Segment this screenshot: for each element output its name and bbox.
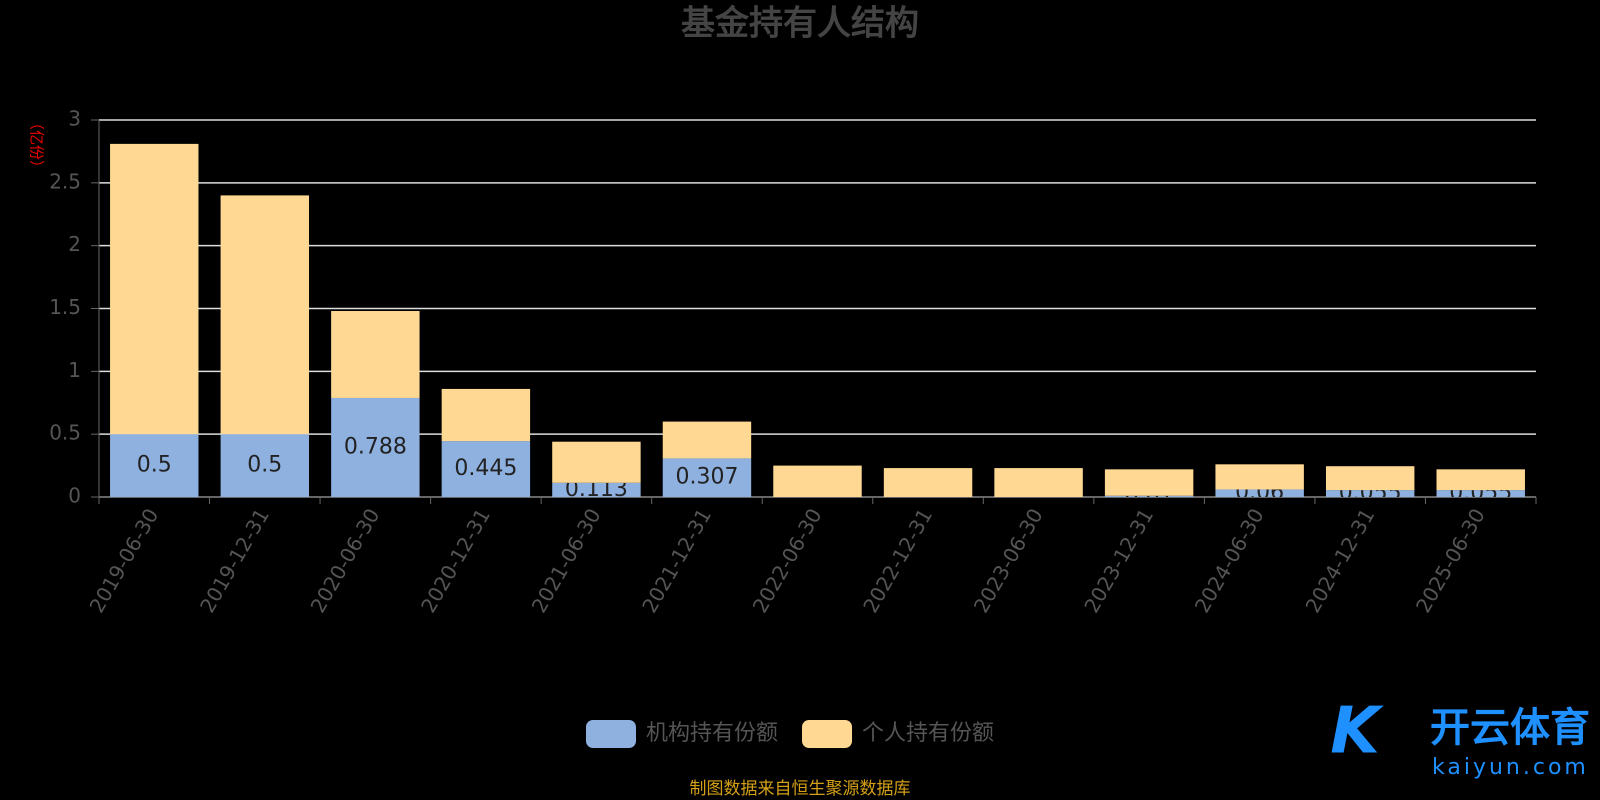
data-label: 0.5 xyxy=(247,453,282,478)
watermark-logo: K xyxy=(1330,695,1384,769)
bar-segment xyxy=(1215,464,1304,490)
bar-segment xyxy=(441,441,531,497)
bar-segment xyxy=(220,195,310,435)
y-tick-label: 2 xyxy=(68,232,81,256)
y-tick-label: 0.5 xyxy=(49,421,81,445)
y-tick-label: 3 xyxy=(68,107,81,131)
bar-segment xyxy=(994,468,1083,497)
data-label: 0.307 xyxy=(675,465,738,490)
legend-label: 个人持有份额 xyxy=(862,721,994,746)
bar-segment xyxy=(1215,489,1304,497)
bar-segment xyxy=(552,482,641,497)
bar-segment xyxy=(220,434,310,497)
data-label: 0.445 xyxy=(454,456,517,481)
data-label: 0.5 xyxy=(137,453,172,478)
chart-title: 基金持有人结构 xyxy=(681,4,919,44)
data-label: 0.01 xyxy=(1125,483,1174,508)
data-label: 0.113 xyxy=(565,477,628,502)
watermark-site: kaiyun.com xyxy=(1432,755,1589,780)
y-tick-label: 0 xyxy=(68,484,81,508)
bar-segment xyxy=(1436,490,1525,497)
bar-segment xyxy=(662,458,752,497)
legend-swatch xyxy=(586,720,636,748)
watermark-brand: 开云体育 xyxy=(1430,705,1590,751)
bar-segment xyxy=(110,143,199,435)
bar-segment xyxy=(1104,469,1194,496)
bar-segment xyxy=(110,434,199,497)
data-label: 0.06 xyxy=(1235,480,1284,505)
bar-segment xyxy=(441,388,531,442)
data-label: 0.055 xyxy=(1339,481,1402,506)
y-tick-label: 1 xyxy=(68,358,81,382)
bar-segment xyxy=(1325,490,1415,497)
bar-segment xyxy=(552,441,641,483)
bar-segment xyxy=(883,468,973,497)
legend-swatch xyxy=(802,720,853,748)
y-axis-unit: （亿份） xyxy=(28,115,46,175)
y-tick-label: 2.5 xyxy=(49,169,81,193)
bar-segment xyxy=(331,397,420,497)
bar-segment xyxy=(331,311,420,398)
bar-segment xyxy=(1325,466,1415,491)
y-tick-label: 1.5 xyxy=(49,295,81,319)
bar-segment xyxy=(1104,495,1194,497)
bar-segment xyxy=(773,465,862,497)
watermark: K 开云体育 kaiyun.com xyxy=(1330,695,1590,780)
bar-segment xyxy=(1436,469,1525,491)
legend-label: 机构持有份额 xyxy=(646,721,778,746)
data-label: 0.055 xyxy=(1449,481,1512,506)
bar-segment xyxy=(662,421,752,459)
data-label: 0.788 xyxy=(344,434,407,459)
source-note: 制图数据来自恒生聚源数据库 xyxy=(690,779,911,799)
